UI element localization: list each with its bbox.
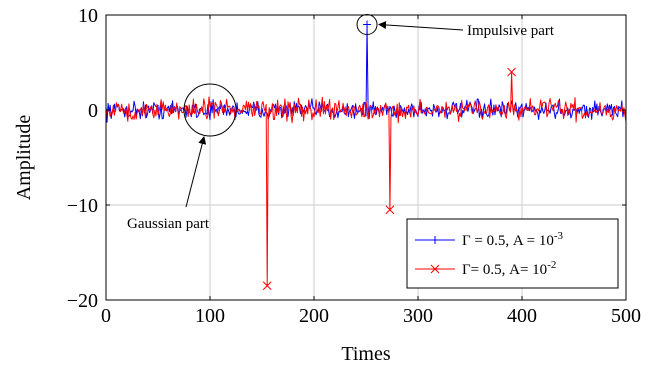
x-tick-label: 300 bbox=[403, 305, 433, 327]
legend: Γ = 0.5, A = 10-3 Γ= 0.5, A= 10-2 bbox=[406, 218, 619, 289]
y-tick-label: −10 bbox=[67, 195, 98, 217]
x-tick-label: 100 bbox=[195, 305, 225, 327]
legend-label-2: Γ= 0.5, A= 10-2 bbox=[462, 259, 556, 278]
x-tick-label: 0 bbox=[101, 305, 111, 327]
x-tick-label: 200 bbox=[299, 305, 329, 327]
legend-marker-2 bbox=[430, 264, 440, 274]
gaussian-circle bbox=[183, 83, 237, 137]
gaussian-arrow bbox=[185, 136, 207, 208]
legend-box bbox=[406, 218, 619, 289]
y-tick-label: 10 bbox=[78, 5, 98, 27]
x-axis-title: Times bbox=[341, 343, 391, 365]
legend-label-1: Γ = 0.5, A = 10-3 bbox=[462, 230, 564, 249]
annotations: Impulsive part Gaussian part bbox=[127, 14, 555, 232]
series-layer bbox=[105, 20, 627, 291]
impulsive-arrow bbox=[378, 20, 464, 31]
x-tick-label: 400 bbox=[507, 305, 537, 327]
series-1-marker bbox=[363, 20, 372, 29]
y-axis-title: Amplitude bbox=[13, 115, 35, 201]
series-line-2 bbox=[105, 71, 627, 287]
y-tick-label: 0 bbox=[88, 100, 98, 122]
gaussian-label: Gaussian part bbox=[127, 216, 210, 232]
series-2-marker bbox=[262, 281, 272, 291]
impulsive-label: Impulsive part bbox=[467, 23, 555, 39]
x-tick-label: 500 bbox=[611, 305, 641, 327]
impulsive-circle bbox=[356, 14, 378, 35]
y-tick-label: −20 bbox=[67, 290, 98, 312]
ticks: 0 100 200 300 400 500 −20 −10 0 10 bbox=[67, 5, 641, 327]
series-2-marker bbox=[507, 67, 516, 77]
series-2-marker bbox=[385, 205, 395, 215]
